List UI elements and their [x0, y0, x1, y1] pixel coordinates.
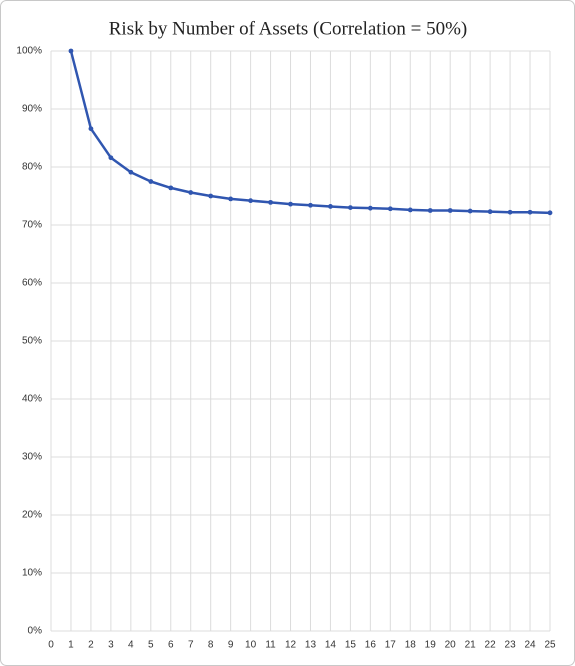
x-tick-label: 12 — [285, 640, 297, 651]
x-tick-label: 3 — [108, 640, 114, 651]
x-tick-label: 0 — [48, 640, 54, 651]
x-tick-label: 25 — [544, 640, 556, 651]
data-point — [128, 169, 134, 175]
x-tick-label: 18 — [405, 640, 417, 651]
data-point — [367, 205, 373, 211]
x-tick-label: 21 — [465, 640, 477, 651]
y-tick-label: 50% — [22, 336, 42, 347]
x-tick-label: 17 — [385, 640, 397, 651]
data-point — [148, 179, 154, 184]
x-tick-label: 9 — [228, 640, 234, 651]
y-tick-label: 90% — [22, 104, 42, 115]
chart-title: Risk by Number of Assets (Correlation = … — [109, 18, 467, 39]
x-tick-label: 14 — [325, 640, 337, 651]
data-point — [507, 209, 513, 215]
x-tick-label: 8 — [208, 640, 214, 651]
x-tick-label: 20 — [445, 640, 457, 651]
y-tick-label: 70% — [22, 220, 42, 231]
y-tick-label: 0% — [28, 626, 43, 637]
x-tick-label: 4 — [128, 640, 134, 651]
x-tick-label: 1 — [68, 640, 74, 651]
data-point — [387, 206, 393, 212]
x-tick-label: 2 — [88, 640, 94, 651]
data-point — [328, 204, 333, 209]
x-tick-label: 7 — [188, 640, 194, 651]
x-tick-label: 22 — [485, 640, 497, 651]
x-tick-label: 23 — [505, 640, 517, 651]
y-tick-label: 10% — [22, 568, 42, 579]
x-tick-label: 6 — [168, 640, 174, 651]
x-tick-label: 15 — [345, 640, 357, 651]
data-point — [527, 209, 533, 215]
data-point — [427, 208, 433, 213]
x-tick-label: 13 — [305, 640, 317, 651]
y-tick-label: 80% — [22, 162, 42, 173]
data-point — [407, 207, 413, 213]
y-tick-label: 60% — [22, 278, 42, 289]
data-point — [108, 155, 114, 161]
data-point — [288, 201, 293, 207]
data-point — [447, 208, 453, 213]
x-tick-label: 5 — [148, 640, 154, 651]
data-point — [208, 193, 214, 199]
data-point — [68, 48, 74, 54]
data-point — [467, 208, 473, 214]
x-tick-label: 16 — [365, 640, 377, 651]
y-tick-label: 30% — [22, 452, 42, 463]
data-point — [487, 209, 493, 215]
data-point — [168, 185, 174, 191]
x-tick-label: 19 — [425, 640, 437, 651]
y-tick-label: 20% — [22, 510, 42, 521]
data-point — [228, 196, 234, 202]
data-point — [268, 199, 273, 205]
data-point — [348, 205, 353, 211]
data-point — [248, 198, 254, 204]
data-point — [88, 126, 94, 132]
data-point — [308, 202, 313, 208]
x-tick-label: 10 — [245, 640, 257, 651]
data-point — [188, 190, 194, 195]
y-tick-label: 40% — [22, 394, 42, 405]
x-tick-label: 24 — [524, 640, 536, 651]
x-tick-label: 11 — [265, 640, 276, 651]
y-tick-label: 100% — [16, 46, 42, 57]
data-point — [547, 210, 553, 216]
